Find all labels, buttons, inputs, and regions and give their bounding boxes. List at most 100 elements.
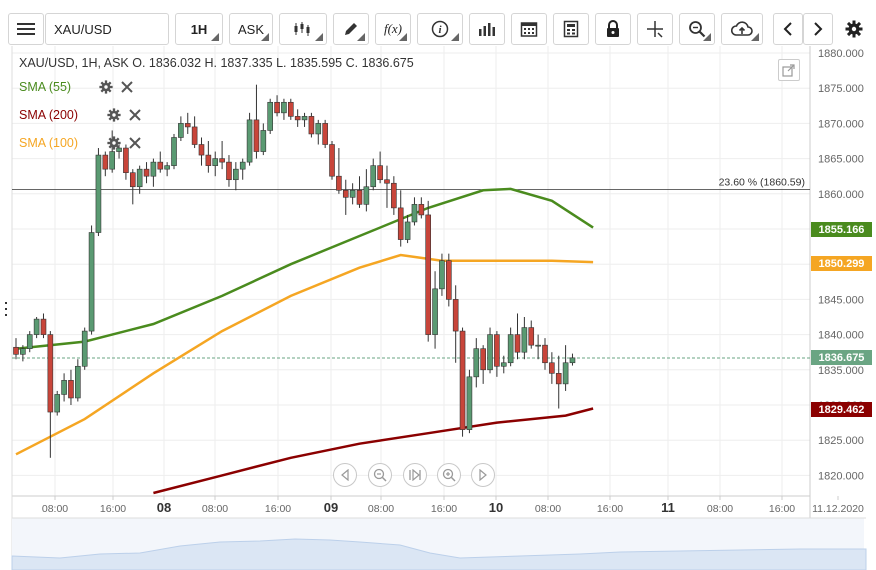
pan-left-icon [341, 469, 349, 481]
candle-body [54, 394, 61, 413]
y-tick-label: 1860.000 [818, 189, 864, 201]
candle-body [260, 130, 267, 152]
candle-body [239, 161, 246, 170]
gear-icon[interactable] [99, 80, 113, 94]
expand-icon [782, 64, 795, 77]
candle-body [116, 147, 122, 152]
candle-body [549, 362, 555, 374]
candle-body [123, 147, 129, 173]
candle-body [418, 204, 425, 216]
candle-body [514, 334, 521, 353]
chart-area[interactable]: 1880.000 1875.000 1870.000 1865.000 1860.000… [0, 46, 876, 570]
zoom-out-icon [373, 468, 387, 482]
candle-body [226, 161, 232, 181]
cloud-button[interactable] [721, 13, 763, 45]
calendar-icon [520, 22, 538, 37]
candle-body [109, 151, 115, 170]
legend-sma-200[interactable]: SMA (200) [19, 108, 141, 122]
crosshair-button[interactable] [637, 13, 673, 45]
x-tick-label: 08:00 [202, 503, 228, 515]
candle-body [439, 260, 445, 290]
candle-body [555, 373, 562, 385]
settings-button[interactable] [840, 13, 868, 45]
candle-body [521, 327, 528, 353]
candle-body [81, 330, 88, 367]
candle-body [68, 380, 74, 399]
close-icon[interactable] [129, 137, 141, 149]
candle-body [191, 126, 198, 145]
timeframe-button[interactable]: 1H [175, 13, 223, 45]
candle-body [294, 116, 301, 121]
lock-button[interactable] [595, 13, 631, 45]
indicators-button[interactable] [469, 13, 505, 45]
close-icon[interactable] [129, 109, 141, 121]
zoom-button[interactable] [679, 13, 715, 45]
calculator-button[interactable] [553, 13, 589, 45]
drag-dot [5, 314, 7, 316]
candle-body [102, 154, 109, 170]
x-tick-label: 08:00 [707, 503, 733, 515]
reset-icon [409, 469, 421, 481]
ohlc-header: XAU/USD, 1H, ASK O. 1836.032 H. 1837.335… [19, 56, 414, 70]
x-tick-label: 11 [661, 500, 675, 515]
navigator-series [11, 538, 867, 570]
candle-body [308, 116, 315, 135]
function-icon: f(x) [383, 21, 403, 36]
candle-body [542, 344, 548, 364]
pan-right-icon [479, 469, 487, 481]
symbol-input[interactable] [45, 13, 169, 45]
candle-body [178, 123, 184, 138]
candle-body [164, 165, 170, 170]
candle-body [397, 207, 404, 240]
chart-type-button[interactable] [279, 13, 327, 45]
candle-body [88, 232, 95, 332]
candle-body [535, 344, 541, 347]
calendar-button[interactable] [511, 13, 547, 45]
candle-body [20, 348, 26, 355]
candle-body [184, 123, 191, 128]
pan-left-button[interactable] [333, 463, 357, 487]
menu-button[interactable] [8, 13, 44, 45]
zoom-in-button[interactable] [437, 463, 461, 487]
scroll-left-button[interactable] [773, 13, 803, 45]
candle-body [143, 168, 150, 177]
expand-button[interactable] [778, 59, 800, 81]
candle-body [342, 189, 349, 198]
candle-body [13, 346, 19, 355]
gear-icon[interactable] [107, 108, 121, 122]
legend-sma-55[interactable]: SMA (55) [19, 80, 133, 94]
x-tick-label: 11.12.2020 [812, 503, 864, 515]
candle-body [411, 204, 418, 223]
sma-55-line [15, 187, 594, 350]
legend-label-sma-100: SMA (100) [19, 136, 79, 150]
reset-button[interactable] [403, 463, 427, 487]
plot-background [12, 46, 810, 496]
y-tick-label: 1875.000 [818, 83, 864, 95]
zoom-in-icon [442, 468, 456, 482]
draw-button[interactable] [333, 13, 369, 45]
candle-body [459, 330, 466, 430]
cloud-upload-icon [731, 21, 753, 36]
pan-right-button[interactable] [471, 463, 495, 487]
close-icon[interactable] [121, 81, 133, 93]
x-tick-label: 08:00 [368, 503, 394, 515]
candle-body [356, 189, 363, 205]
info-button[interactable]: i [417, 13, 463, 45]
legend-sma-100[interactable]: SMA (100) [19, 136, 141, 150]
function-button[interactable]: f(x) [375, 13, 411, 45]
y-tick-label: 1835.000 [818, 365, 864, 377]
candle-body [281, 101, 287, 114]
zoom-out-button[interactable] [368, 463, 392, 487]
price-type-button[interactable]: ASK [229, 13, 273, 45]
gear-icon[interactable] [107, 136, 121, 150]
candle-body [253, 119, 260, 152]
x-tick-label: 16:00 [431, 503, 457, 515]
x-tick-label: 08:00 [535, 503, 561, 515]
x-tick-label: 16:00 [265, 503, 291, 515]
drag-dot [5, 308, 7, 310]
price-chart[interactable]: 1880.000 1875.000 1870.000 1865.000 1860.000… [0, 46, 876, 570]
candle-body [391, 182, 397, 209]
scroll-right-button[interactable] [803, 13, 833, 45]
menu-icon [17, 23, 35, 35]
candle-body [349, 189, 356, 198]
